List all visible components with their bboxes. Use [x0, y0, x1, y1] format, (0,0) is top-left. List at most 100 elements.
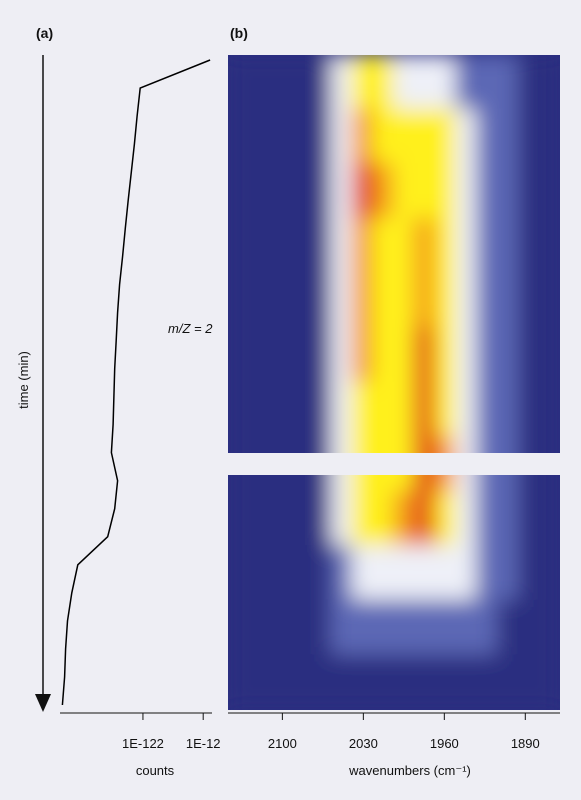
heatmap-cell — [496, 436, 520, 453]
heatmap-cell — [538, 654, 560, 710]
heatmap-cell — [413, 436, 437, 453]
heatmap-cell — [330, 599, 354, 657]
heatmap-cell — [310, 272, 333, 329]
heatmap-cell — [496, 475, 520, 493]
x-axis-label: counts — [136, 763, 175, 778]
heatmap-cell — [434, 475, 458, 493]
heatmap-cell — [496, 163, 520, 220]
heatmap-cell — [268, 108, 292, 166]
heatmap-cell — [476, 475, 499, 493]
heatmap-cell — [351, 475, 375, 493]
heatmap-cell — [228, 654, 250, 710]
heatmap-cell — [517, 108, 541, 166]
heatmap-cell — [455, 217, 478, 275]
heatmap-cell — [228, 545, 250, 602]
heatmap-cell — [351, 55, 375, 111]
heatmap-cell — [455, 55, 478, 111]
heatmap-cell — [228, 326, 250, 384]
heatmap-cell — [455, 475, 478, 493]
heatmap-cell — [496, 599, 520, 657]
heatmap-cell — [268, 545, 292, 602]
heatmap-cell — [310, 55, 333, 111]
heatmap-cell — [330, 108, 354, 166]
heatmap-cell — [496, 545, 520, 602]
heatmap-cell — [351, 272, 375, 329]
heatmap-cell — [434, 272, 458, 329]
heatmap-cell — [434, 654, 458, 710]
heatmap-cell — [247, 381, 271, 439]
heatmap-cell — [330, 381, 354, 439]
heatmap-cell — [289, 654, 312, 710]
heatmap-cell — [268, 381, 292, 439]
heatmap-cell — [413, 545, 437, 602]
heatmap-cell — [413, 654, 437, 710]
heatmap-cell — [351, 108, 375, 166]
heatmap-cell — [289, 436, 312, 453]
heatmap-cell — [310, 381, 333, 439]
heatmap-cell — [310, 163, 333, 220]
heatmap-cell — [517, 475, 541, 493]
heatmap-cell — [496, 490, 520, 548]
heatmap-cell — [372, 599, 395, 657]
heatmap-cell — [413, 272, 437, 329]
heatmap-cell — [538, 108, 560, 166]
heatmap-cell — [496, 217, 520, 275]
heatmap-cell — [268, 272, 292, 329]
heatmap-cell — [289, 490, 312, 548]
heatmap-cell — [455, 654, 478, 710]
heatmap-cell — [393, 475, 416, 493]
heatmap-cell — [538, 272, 560, 329]
x-tick-label: 1960 — [430, 736, 459, 751]
heatmap-bottom — [228, 475, 560, 710]
heatmap-cell — [289, 163, 312, 220]
x-axis-label: wavenumbers (cm⁻¹) — [348, 763, 471, 778]
heatmap-cell — [268, 55, 292, 111]
heatmap-top — [228, 55, 560, 453]
heatmap-cell — [310, 545, 333, 602]
heatmap-cell — [393, 436, 416, 453]
heatmap-cell — [310, 475, 333, 493]
heatmap-cell — [351, 381, 375, 439]
heatmap-cell — [351, 436, 375, 453]
x-tick-label: 2030 — [349, 736, 378, 751]
heatmap-cell — [372, 654, 395, 710]
heatmap-cell — [517, 436, 541, 453]
heatmap-cell — [268, 163, 292, 220]
heatmap-cell — [455, 436, 478, 453]
heatmap-cell — [372, 326, 395, 384]
heatmap-cell — [455, 272, 478, 329]
heatmap-cell — [393, 217, 416, 275]
heatmap-cell — [247, 163, 271, 220]
heatmap-cell — [247, 272, 271, 329]
trace — [61, 59, 211, 706]
heatmap-cell — [330, 272, 354, 329]
heatmap-cell — [228, 490, 250, 548]
heatmap-cell — [330, 217, 354, 275]
heatmap-cell — [330, 436, 354, 453]
heatmap-cell — [247, 108, 271, 166]
heatmap-cell — [372, 272, 395, 329]
heatmap-cell — [393, 381, 416, 439]
heatmap-cell — [455, 326, 478, 384]
heatmap-cell — [310, 217, 333, 275]
heatmap-cell — [517, 163, 541, 220]
panel-label: (b) — [230, 25, 248, 41]
heatmap-cell — [476, 490, 499, 548]
heatmap-cell — [413, 163, 437, 220]
heatmap-cell — [310, 326, 333, 384]
heatmap-cell — [247, 654, 271, 710]
heatmap-cell — [393, 55, 416, 111]
heatmap-cell — [351, 599, 375, 657]
heatmap-cell — [434, 163, 458, 220]
heatmap-cell — [289, 381, 312, 439]
heatmap-cell — [476, 217, 499, 275]
heatmap-cell — [455, 163, 478, 220]
heatmap-cell — [413, 217, 437, 275]
heatmap-cell — [476, 599, 499, 657]
heatmap-cell — [372, 475, 395, 493]
heatmap-cell — [393, 108, 416, 166]
heatmap-cell — [351, 163, 375, 220]
heatmap-cell — [434, 108, 458, 166]
